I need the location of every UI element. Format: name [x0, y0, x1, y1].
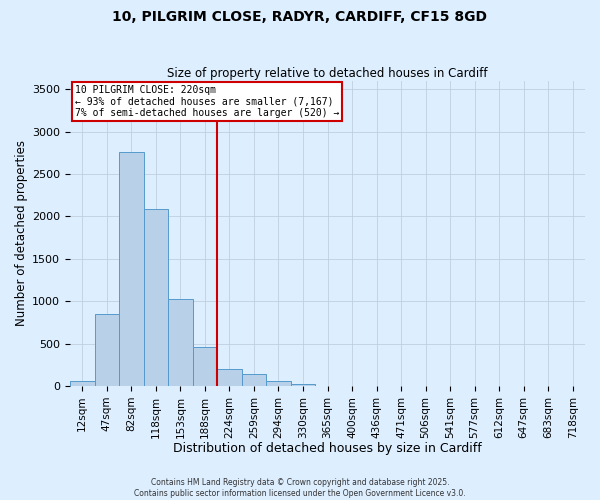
- Bar: [217, 369, 242, 386]
- Bar: [266, 382, 291, 386]
- Text: 10 PILGRIM CLOSE: 220sqm
← 93% of detached houses are smaller (7,167)
7% of semi: 10 PILGRIM CLOSE: 220sqm ← 93% of detach…: [75, 85, 340, 118]
- Bar: [95, 314, 119, 386]
- Bar: [143, 208, 168, 386]
- Title: Size of property relative to detached houses in Cardiff: Size of property relative to detached ho…: [167, 66, 488, 80]
- Y-axis label: Number of detached properties: Number of detached properties: [15, 140, 28, 326]
- Text: Contains HM Land Registry data © Crown copyright and database right 2025.
Contai: Contains HM Land Registry data © Crown c…: [134, 478, 466, 498]
- Bar: [119, 152, 143, 386]
- Bar: [291, 384, 315, 386]
- Bar: [193, 347, 217, 386]
- Bar: [70, 382, 95, 386]
- Bar: [242, 374, 266, 386]
- Bar: [168, 300, 193, 386]
- X-axis label: Distribution of detached houses by size in Cardiff: Distribution of detached houses by size …: [173, 442, 482, 455]
- Text: 10, PILGRIM CLOSE, RADYR, CARDIFF, CF15 8GD: 10, PILGRIM CLOSE, RADYR, CARDIFF, CF15 …: [113, 10, 487, 24]
